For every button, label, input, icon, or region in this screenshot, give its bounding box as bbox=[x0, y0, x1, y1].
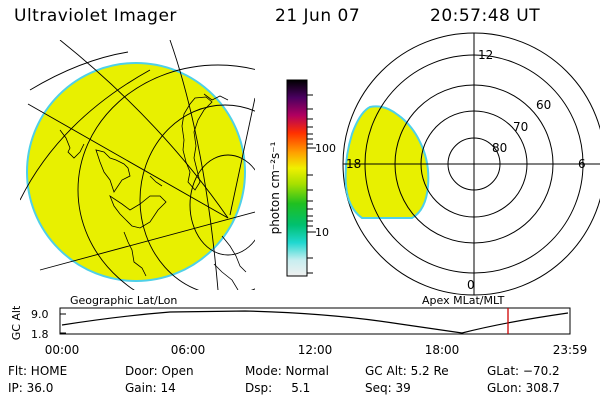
dsp-readout: Dsp: 5.1 bbox=[245, 381, 311, 395]
ytick-1-8: 1.8 bbox=[31, 328, 49, 341]
color-bar: 100 10 photon cm⁻²s⁻¹ bbox=[268, 79, 336, 277]
altitude-curve bbox=[61, 310, 569, 334]
colorbar-tick-100: 100 bbox=[315, 142, 336, 155]
time-readout: 20:57:48 UT bbox=[430, 6, 541, 26]
xtick-0600: 06:00 bbox=[171, 343, 206, 357]
xtick-0000: 00:00 bbox=[45, 343, 80, 357]
glon-readout: GLon: 308.7 bbox=[487, 381, 560, 395]
polar-plot: 12 18 6 0 60 70 80 bbox=[342, 32, 600, 296]
gc-alt-readout: GC Alt: 5.2 Re bbox=[365, 364, 449, 378]
door-readout: Door: Open bbox=[125, 364, 194, 378]
mlt-label-0: 0 bbox=[467, 278, 475, 292]
mlat-label-80: 80 bbox=[492, 141, 507, 155]
mlt-label-6: 6 bbox=[578, 157, 586, 171]
gain-readout: Gain: 14 bbox=[125, 381, 176, 395]
geographic-map-label: Geographic Lat/Lon bbox=[70, 294, 177, 307]
seq-readout: Seq: 39 bbox=[365, 381, 411, 395]
altitude-plot: GC Alt 9.0 1.8 00:00 06:00 12:00 18:00 2… bbox=[10, 305, 587, 357]
coastlines-outside bbox=[203, 93, 247, 290]
mode-readout: Mode: Normal bbox=[245, 364, 329, 378]
colorbar-tick-10: 10 bbox=[315, 226, 329, 239]
ytick-9: 9.0 bbox=[31, 308, 49, 321]
glat-readout: GLat: −70.2 bbox=[487, 364, 560, 378]
app-title: Ultraviolet Imager bbox=[14, 6, 177, 26]
altitude-ylabel: GC Alt bbox=[10, 305, 23, 340]
grid-lines bbox=[20, 40, 255, 290]
uv-image-disk bbox=[26, 62, 246, 282]
colorbar-unit-label: photon cm⁻²s⁻¹ bbox=[268, 141, 282, 234]
mlt-label-18: 18 bbox=[346, 157, 361, 171]
date-readout: 21 Jun 07 bbox=[275, 6, 361, 26]
mlat-label-70: 70 bbox=[513, 120, 528, 134]
xtick-1200: 12:00 bbox=[298, 343, 333, 357]
xtick-1800: 18:00 bbox=[425, 343, 460, 357]
uv-image-polar bbox=[344, 105, 430, 219]
xtick-2359: 23:59 bbox=[553, 343, 588, 357]
apex-map-label: Apex MLat/MLT bbox=[422, 294, 505, 307]
ip-readout: IP: 36.0 bbox=[8, 381, 54, 395]
mlat-label-60: 60 bbox=[536, 98, 551, 112]
mlt-label-12: 12 bbox=[478, 48, 493, 62]
flight-readout: Flt: HOME bbox=[8, 364, 68, 378]
